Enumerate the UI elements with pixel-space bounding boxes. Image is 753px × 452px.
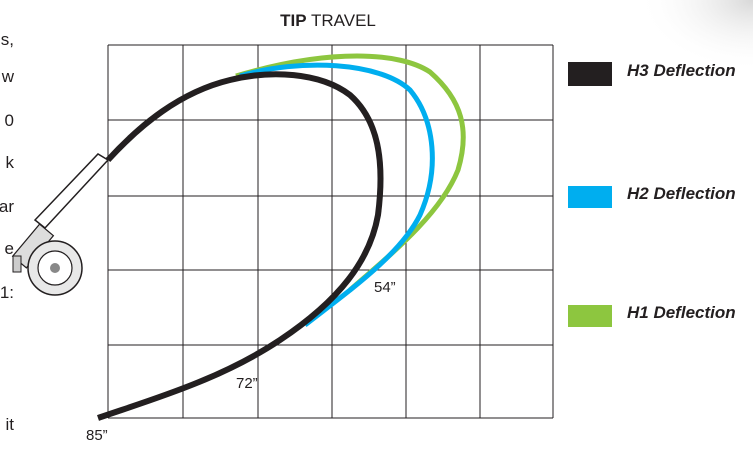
legend-label: H2 Deflection bbox=[627, 184, 736, 203]
text-fragment: 0 bbox=[5, 111, 14, 130]
h2-curve bbox=[239, 62, 435, 327]
text-fragment: s, bbox=[1, 30, 14, 49]
legend-swatch bbox=[568, 62, 612, 86]
curve-label: 85” bbox=[86, 427, 108, 444]
legend-label: H1 Deflection bbox=[627, 303, 736, 322]
title: TIP TRAVEL bbox=[280, 11, 376, 30]
curve-label: 72” bbox=[236, 375, 258, 392]
text-fragment: w bbox=[1, 67, 15, 86]
h3-curve bbox=[97, 71, 384, 421]
curve-label: 54” bbox=[374, 279, 396, 296]
h1-curve bbox=[235, 53, 466, 292]
legend-swatch bbox=[568, 305, 612, 327]
grid bbox=[107, 44, 554, 419]
rod-and-reel bbox=[11, 153, 110, 296]
side-text: s, w 0 k ar e 1: it bbox=[0, 30, 15, 434]
background-texture bbox=[560, 0, 753, 120]
text-fragment: e bbox=[5, 239, 14, 258]
text-fragment: k bbox=[6, 153, 15, 172]
text-fragment: ar bbox=[0, 197, 14, 216]
legend-swatch bbox=[568, 186, 612, 208]
text-fragment: 1: bbox=[0, 283, 14, 302]
text-fragment: it bbox=[6, 415, 15, 434]
legend-label: H3 Deflection bbox=[627, 61, 736, 80]
